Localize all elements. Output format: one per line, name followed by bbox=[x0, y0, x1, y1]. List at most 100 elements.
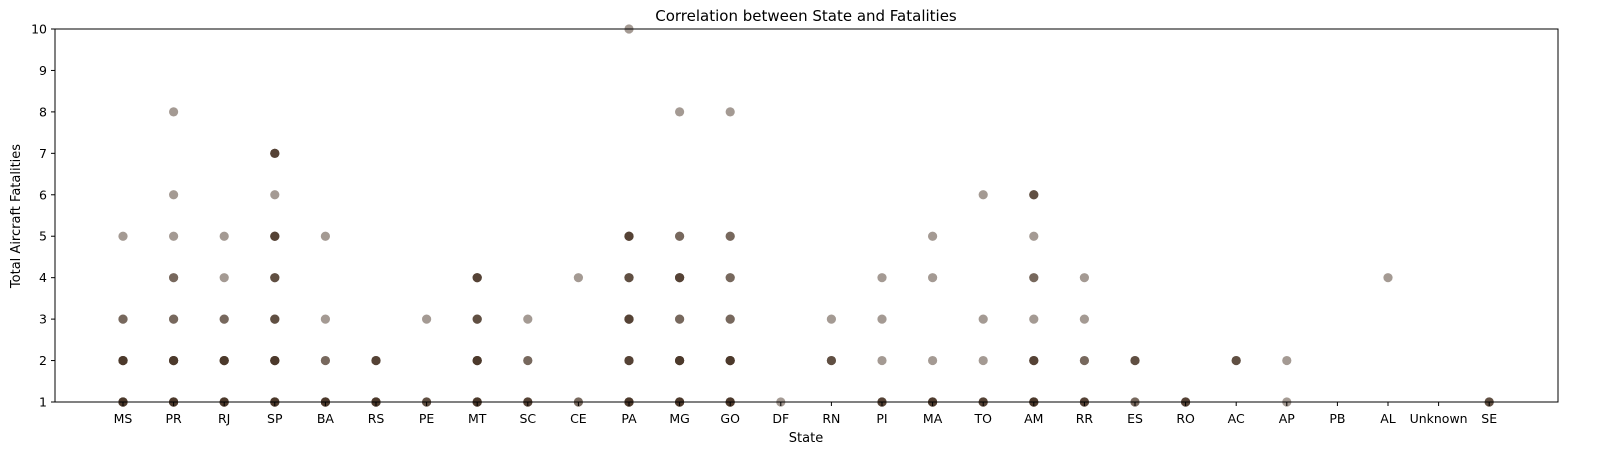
x-tick-label: ES bbox=[1127, 411, 1143, 426]
y-tick-label: 2 bbox=[39, 353, 47, 368]
scatter-point bbox=[118, 314, 128, 324]
x-tick-label: PE bbox=[419, 411, 435, 426]
x-tick-label: AL bbox=[1380, 411, 1396, 426]
y-tick-label: 3 bbox=[39, 312, 47, 327]
scatter-point bbox=[472, 273, 482, 283]
scatter-point bbox=[219, 355, 229, 366]
scatter-point bbox=[826, 355, 837, 366]
scatter-point bbox=[978, 314, 988, 324]
data-points bbox=[118, 24, 1494, 407]
scatter-point bbox=[928, 273, 938, 283]
scatter-point bbox=[320, 355, 330, 366]
scatter-point bbox=[523, 355, 533, 366]
y-tick-label: 7 bbox=[39, 146, 47, 161]
scatter-point bbox=[725, 273, 735, 283]
x-axis: MS PR RJ SP BA RS PE MT SC CE PA MG GO DF RN PI MA TO AM RR… bbox=[114, 402, 1497, 426]
y-tick-label: 5 bbox=[39, 229, 47, 244]
scatter-point bbox=[1079, 355, 1089, 366]
y-tick-label: 8 bbox=[39, 104, 47, 119]
scatter-point bbox=[118, 355, 128, 366]
scatter-point bbox=[675, 273, 685, 283]
scatter-point bbox=[725, 231, 735, 241]
x-tick-label: RJ bbox=[218, 411, 230, 426]
y-tick-label: 6 bbox=[39, 187, 47, 202]
scatter-point bbox=[270, 190, 280, 200]
scatter-point bbox=[320, 231, 330, 241]
scatter-point bbox=[725, 314, 735, 324]
scatter-point bbox=[877, 314, 887, 324]
x-tick-label: MT bbox=[468, 411, 487, 426]
scatter-point bbox=[1079, 314, 1089, 324]
x-tick-label: AP bbox=[1279, 411, 1296, 426]
scatter-point bbox=[169, 314, 179, 324]
y-axis-label: Total Aircraft Fatalities bbox=[9, 144, 24, 289]
scatter-point bbox=[523, 314, 533, 324]
scatter-point bbox=[675, 314, 685, 324]
scatter-point bbox=[675, 107, 685, 117]
scatter-point bbox=[978, 190, 988, 200]
x-tick-label: RR bbox=[1076, 411, 1094, 426]
x-tick-label: SP bbox=[267, 411, 283, 426]
scatter-point bbox=[169, 190, 179, 200]
x-axis-label: State bbox=[789, 431, 823, 446]
x-tick-label: GO bbox=[720, 411, 740, 426]
x-tick-label: MS bbox=[114, 411, 133, 426]
scatter-point bbox=[1029, 355, 1039, 366]
scatter-point bbox=[472, 355, 482, 366]
scatter-point bbox=[1130, 355, 1140, 366]
x-tick-label: Unknown bbox=[1410, 411, 1468, 426]
x-tick-label: AM bbox=[1024, 411, 1043, 426]
x-tick-label: CE bbox=[570, 411, 587, 426]
x-tick-label: SE bbox=[1481, 411, 1497, 426]
x-tick-label: PI bbox=[876, 411, 887, 426]
scatter-point bbox=[270, 148, 280, 158]
y-tick-label: 10 bbox=[31, 22, 47, 37]
scatter-point bbox=[928, 231, 938, 241]
plot-frame bbox=[54, 28, 1559, 403]
x-tick-label: PB bbox=[1329, 411, 1345, 426]
x-tick-label: TO bbox=[973, 411, 992, 426]
x-tick-label: RN bbox=[822, 411, 840, 426]
scatter-point bbox=[1029, 273, 1039, 283]
scatter-point bbox=[1029, 190, 1039, 200]
x-tick-label: SC bbox=[519, 411, 536, 426]
scatter-point bbox=[320, 314, 330, 324]
scatter-point bbox=[624, 231, 634, 241]
scatter-point bbox=[270, 314, 280, 324]
y-tick-label: 1 bbox=[39, 395, 47, 410]
scatter-point bbox=[169, 355, 179, 366]
scatter-point bbox=[826, 314, 837, 324]
scatter-point bbox=[1383, 273, 1393, 283]
x-tick-label: PR bbox=[165, 411, 182, 426]
scatter-point bbox=[1231, 355, 1241, 366]
scatter-point bbox=[573, 273, 584, 283]
scatter-point bbox=[624, 355, 634, 366]
x-tick-label: MA bbox=[923, 411, 943, 426]
scatter-point bbox=[270, 231, 280, 241]
x-tick-label: AC bbox=[1228, 411, 1245, 426]
scatter-point bbox=[270, 273, 280, 283]
scatter-point bbox=[624, 314, 634, 324]
y-tick-label: 9 bbox=[39, 63, 47, 78]
scatter-point bbox=[1079, 273, 1089, 283]
scatter-point bbox=[928, 355, 938, 366]
scatter-point bbox=[219, 273, 229, 283]
y-tick-label: 4 bbox=[39, 270, 47, 285]
scatter-point bbox=[877, 355, 887, 366]
x-tick-label: RO bbox=[1176, 411, 1195, 426]
scatter-point bbox=[219, 314, 229, 324]
x-tick-label: RS bbox=[368, 411, 385, 426]
scatter-point bbox=[877, 273, 887, 283]
scatter-point bbox=[978, 355, 988, 366]
x-tick-label: MG bbox=[669, 411, 689, 426]
scatter-point bbox=[1029, 231, 1039, 241]
scatter-point bbox=[1029, 314, 1039, 324]
scatter-point bbox=[422, 314, 432, 324]
x-tick-label: PA bbox=[621, 411, 637, 426]
scatter-point bbox=[624, 273, 634, 283]
scatter-point bbox=[675, 355, 685, 366]
scatter-point bbox=[371, 355, 381, 366]
scatter-point bbox=[169, 107, 179, 117]
scatter-point bbox=[169, 273, 179, 283]
